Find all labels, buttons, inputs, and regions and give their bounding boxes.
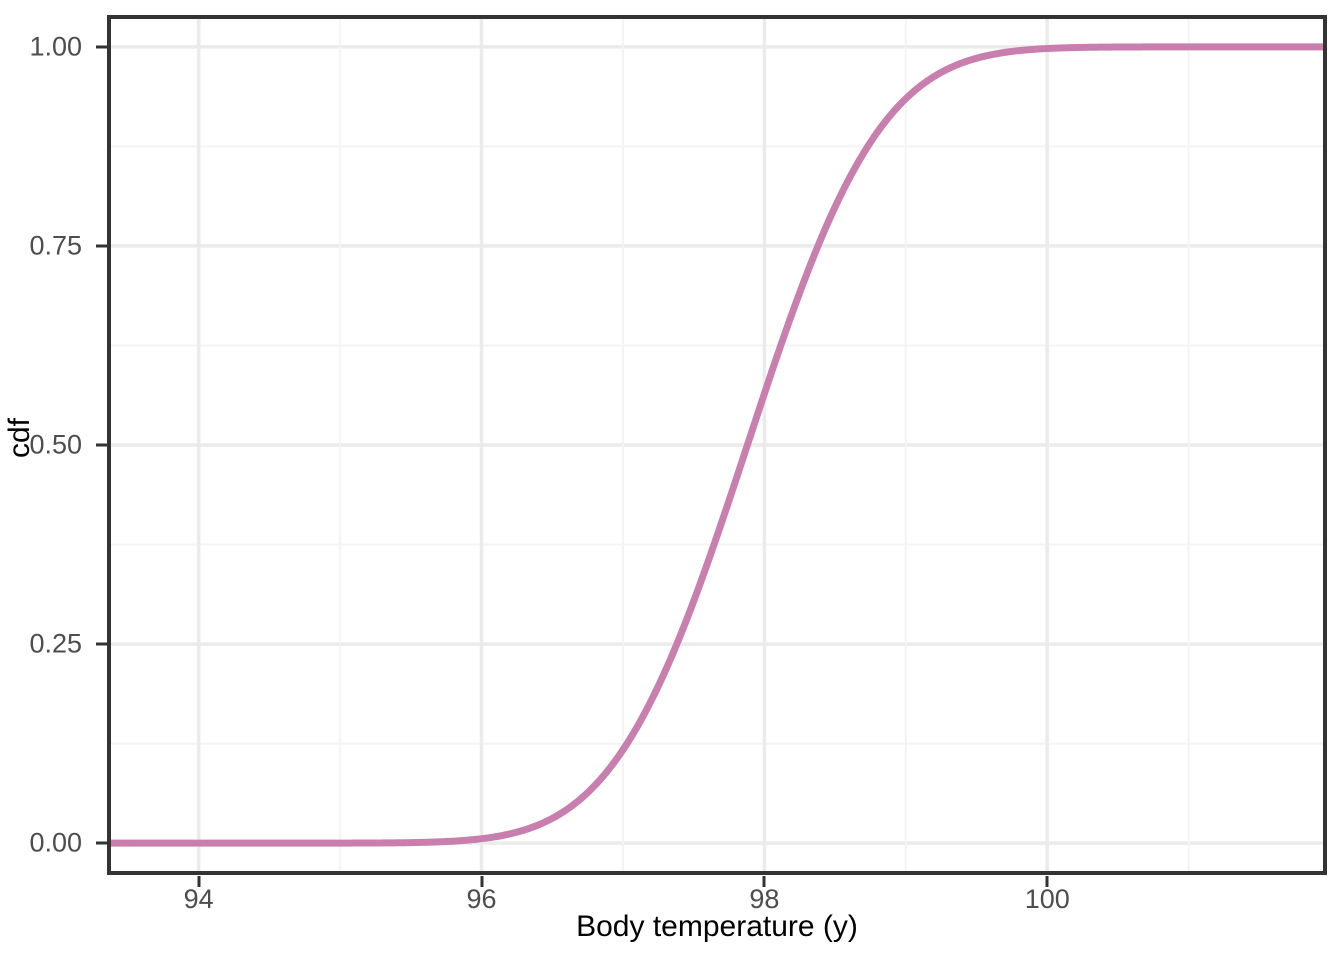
y-tick-label: 0.00 xyxy=(29,827,82,858)
y-axis-tick-labels: 0.00 0.25 0.50 0.75 1.00 xyxy=(0,0,92,960)
y-tick-label: 0.75 xyxy=(29,230,82,261)
x-tick-label: 94 xyxy=(183,884,214,914)
cdf-curve-layer xyxy=(111,43,1323,847)
y-tick-mark xyxy=(96,244,107,248)
x-tick-mark xyxy=(1045,876,1049,887)
x-axis-title: Body temperature (y) xyxy=(576,910,858,943)
x-tick-label: 98 xyxy=(749,884,780,914)
x-tick-mark xyxy=(197,876,201,887)
y-tick-mark xyxy=(96,642,107,646)
x-tick-mark xyxy=(480,876,484,887)
x-tick-mark xyxy=(762,876,766,887)
plot-panel-inner xyxy=(111,19,1323,871)
y-tick-label: 0.25 xyxy=(29,628,82,659)
y-tick-mark xyxy=(96,443,107,447)
x-tick-label: 100 xyxy=(1024,884,1070,914)
y-tick-label: 1.00 xyxy=(29,31,82,62)
cdf-curve xyxy=(111,43,1323,847)
x-tick-label: 96 xyxy=(466,884,497,914)
y-tick-mark xyxy=(96,45,107,49)
y-tick-mark xyxy=(96,841,107,845)
x-axis-tick-labels: 94 96 98 100 xyxy=(0,884,1344,924)
y-tick-label: 0.50 xyxy=(29,429,82,460)
plot-panel xyxy=(107,15,1327,875)
grid-lines xyxy=(111,19,1323,871)
